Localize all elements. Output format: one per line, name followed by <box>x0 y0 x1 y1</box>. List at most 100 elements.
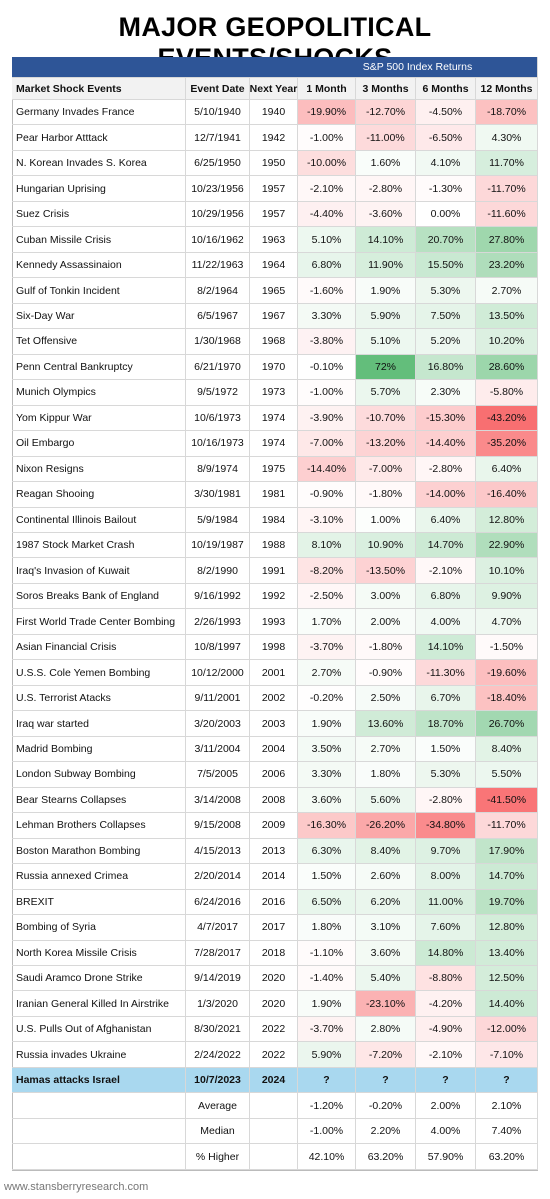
summary-value: 7.40% <box>476 1118 538 1145</box>
table-cell: -0.90% <box>298 482 356 508</box>
table-cell: -2.50% <box>298 583 356 610</box>
table-cell: -16.30% <box>298 813 356 839</box>
column-header: 1 Month <box>298 78 356 100</box>
table-cell: 1992 <box>250 583 298 610</box>
table-cell: 2003 <box>250 711 298 737</box>
table-cell: 7.50% <box>416 303 476 330</box>
table-cell: -1.80% <box>356 634 416 661</box>
event-name: Continental Illinois Bailout <box>12 507 186 533</box>
table-cell: 1957 <box>250 176 298 202</box>
table-cell: -10.70% <box>356 405 416 432</box>
table-cell: 1965 <box>250 278 298 304</box>
table-cell: 9/11/2001 <box>186 685 250 712</box>
event-name: Madrid Bombing <box>12 736 186 763</box>
event-name: Oil Embargo <box>12 431 186 457</box>
table-cell: 2008 <box>250 787 298 814</box>
table-cell: 14.80% <box>416 940 476 966</box>
table-cell: 1.50% <box>416 736 476 763</box>
table-cell: -11.70% <box>476 176 538 202</box>
table-cell: 8/9/1974 <box>186 456 250 483</box>
table-cell: 27.80% <box>476 227 538 253</box>
table-cell: -19.90% <box>298 100 356 126</box>
table-cell: 5.90% <box>356 303 416 330</box>
summary-value: 4.00% <box>416 1118 476 1145</box>
table-cell: 6/21/1970 <box>186 354 250 381</box>
table-cell: 2006 <box>250 762 298 788</box>
table-cell: -1.00% <box>298 380 356 406</box>
blank-cell <box>250 1093 298 1119</box>
event-name: Kennedy Assassinaion <box>12 252 186 279</box>
group-header: S&P 500 Index Returns <box>298 57 538 78</box>
table-cell: -1.30% <box>416 176 476 202</box>
table-cell: 5/9/1984 <box>186 507 250 533</box>
blank-cell <box>12 1093 186 1119</box>
table-cell: 12.80% <box>476 507 538 533</box>
table-cell: -14.40% <box>416 431 476 457</box>
event-name: Iraq's Invasion of Kuwait <box>12 558 186 584</box>
event-name: BREXIT <box>12 889 186 916</box>
table-cell: 11.70% <box>476 150 538 177</box>
event-name: Iranian General Killed In Airstrike <box>12 991 186 1017</box>
table-cell: -2.80% <box>416 787 476 814</box>
table-cell: 2018 <box>250 940 298 966</box>
table-cell: -11.60% <box>476 201 538 228</box>
table-cell: 5.30% <box>416 762 476 788</box>
table-cell: 14.10% <box>356 227 416 253</box>
column-header: Market Shock Events <box>12 78 186 100</box>
table-cell: -18.70% <box>476 100 538 126</box>
event-name: Russia invades Ukraine <box>12 1042 186 1068</box>
table-cell: 3.10% <box>356 915 416 941</box>
event-name: 1987 Stock Market Crash <box>12 532 186 559</box>
table-cell: 9/14/2019 <box>186 965 250 992</box>
table-cell: 1.70% <box>298 609 356 635</box>
table-cell: 3.00% <box>356 583 416 610</box>
event-name: Reagan Shooing <box>12 482 186 508</box>
table-cell: 10.20% <box>476 329 538 355</box>
table-cell: -10.00% <box>298 150 356 177</box>
table-cell: 13.60% <box>356 711 416 737</box>
summary-value: 42.10% <box>298 1144 356 1170</box>
summary-value: 2.10% <box>476 1093 538 1119</box>
table-cell: -3.60% <box>356 201 416 228</box>
highlight-cell: 10/7/2023 <box>186 1067 250 1094</box>
table-cell: -13.50% <box>356 558 416 584</box>
table-cell: 1942 <box>250 125 298 151</box>
table-cell: 17.90% <box>476 838 538 865</box>
summary-label: Median <box>186 1118 250 1145</box>
table-cell: 2001 <box>250 660 298 686</box>
table-cell: 8/30/2021 <box>186 1016 250 1043</box>
table-cell: -3.90% <box>298 405 356 432</box>
table-cell: -6.50% <box>416 125 476 151</box>
table-cell: -1.00% <box>298 125 356 151</box>
table-cell: 8/2/1964 <box>186 278 250 304</box>
table-cell: 10/16/1962 <box>186 227 250 253</box>
table-cell: -35.20% <box>476 431 538 457</box>
table-cell: 6.30% <box>298 838 356 865</box>
table-cell: 5.10% <box>356 329 416 355</box>
table-cell: 6.70% <box>416 685 476 712</box>
table-cell: -11.00% <box>356 125 416 151</box>
table-cell: 2017 <box>250 915 298 941</box>
table-cell: 3/30/1981 <box>186 482 250 508</box>
table-cell: 16.80% <box>416 354 476 381</box>
summary-value: 63.20% <box>476 1144 538 1170</box>
table-cell: 1970 <box>250 354 298 381</box>
event-name: Bombing of Syria <box>12 915 186 941</box>
table-cell: 1984 <box>250 507 298 533</box>
table-cell: 1975 <box>250 456 298 483</box>
event-name: Lehman Brothers Collapses <box>12 813 186 839</box>
table-cell: 2/20/2014 <box>186 864 250 890</box>
table-cell: 6/25/1950 <box>186 150 250 177</box>
table-cell: 1.90% <box>298 991 356 1017</box>
event-name: Munich Olympics <box>12 380 186 406</box>
table-cell: -2.80% <box>416 456 476 483</box>
table-cell: 5.60% <box>356 787 416 814</box>
table-cell: 4.70% <box>476 609 538 635</box>
table-cell: -8.20% <box>298 558 356 584</box>
table-cell: 10/23/1956 <box>186 176 250 202</box>
table-cell: 2.30% <box>416 380 476 406</box>
table-cell: 8/2/1990 <box>186 558 250 584</box>
table-cell: 4.30% <box>476 125 538 151</box>
table-cell: 1/3/2020 <box>186 991 250 1017</box>
